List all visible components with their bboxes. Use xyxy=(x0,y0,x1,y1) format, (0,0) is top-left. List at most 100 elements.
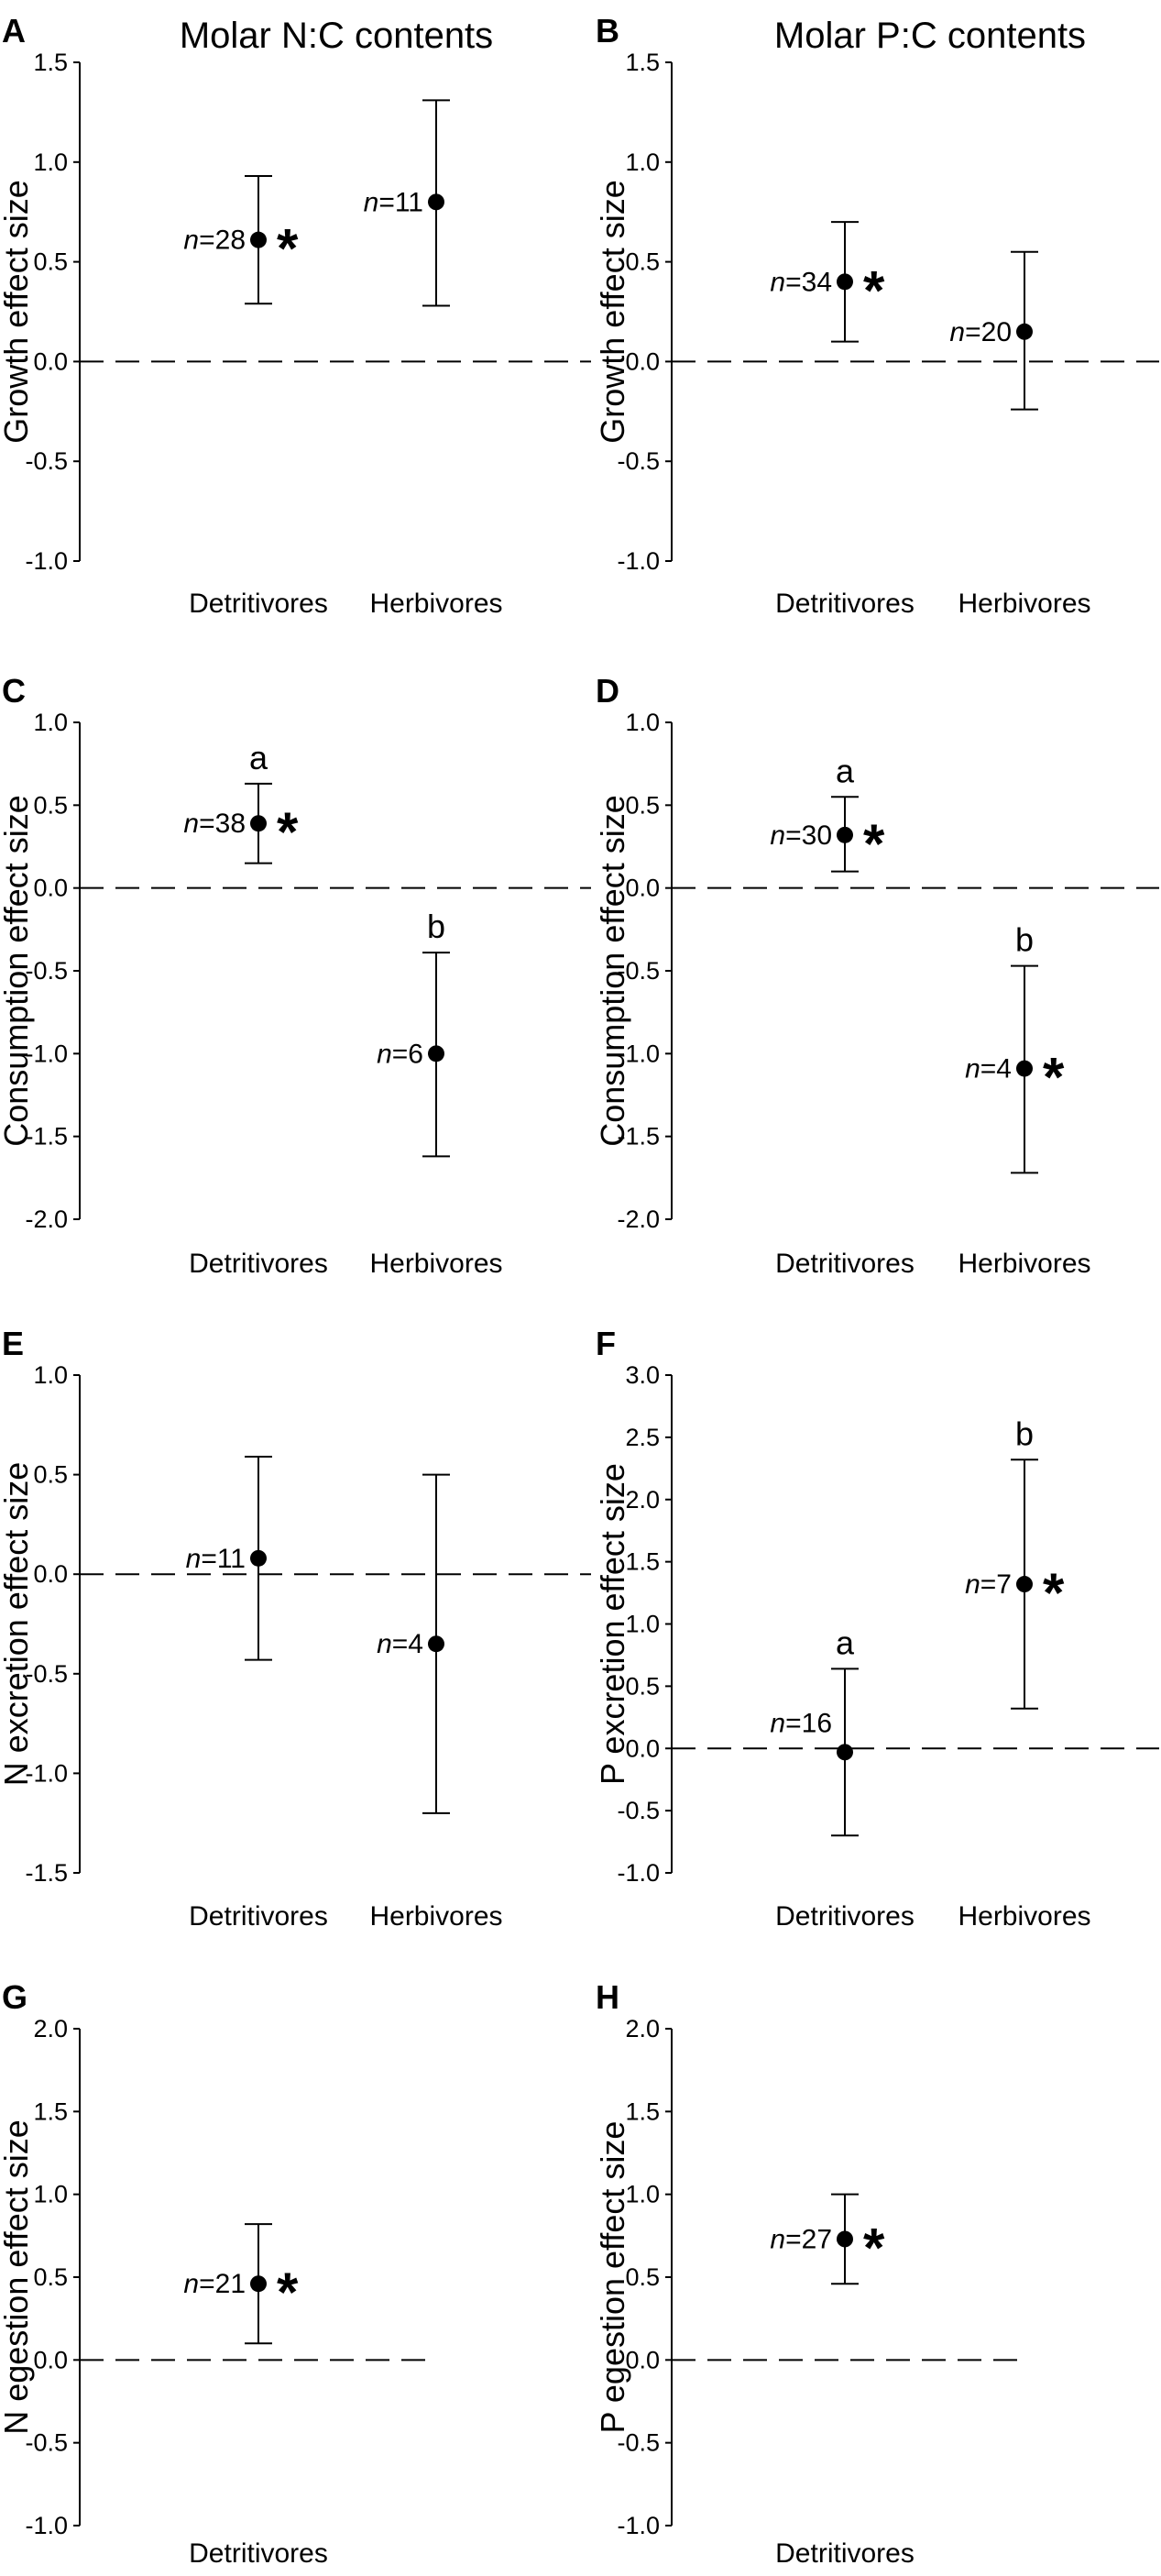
panel-c-n-label: n=6 xyxy=(377,1039,423,1069)
panel-e-label: E xyxy=(2,1325,24,1362)
panel-g-significance-star: * xyxy=(277,2262,299,2323)
panel-g-ytick-label: 2.0 xyxy=(33,2015,68,2042)
panel-e-ytick-label: -1.0 xyxy=(25,1759,68,1787)
panel-c-ylabel: Consumption effect size xyxy=(0,795,35,1147)
panel-f-group-letter: a xyxy=(836,1624,855,1661)
panel-a-ytick-label: -0.5 xyxy=(25,447,68,475)
panel-c-ytick-label: 0.5 xyxy=(33,791,68,819)
panel-b-n-label: n=20 xyxy=(949,317,1012,347)
panel-c-category-label: Detritivores xyxy=(189,1249,328,1279)
panel-g-ytick-label: -0.5 xyxy=(25,2429,68,2457)
panel-d-category-label: Detritivores xyxy=(775,1249,915,1279)
panel-b-ytick-label: -0.5 xyxy=(617,447,660,475)
panel-f-ytick-label: 3.0 xyxy=(625,1361,660,1389)
panel-a-category-label: Detritivores xyxy=(189,589,328,619)
panel-h-category-label: Detritivores xyxy=(775,2538,915,2569)
panel-d-mean-point xyxy=(1016,1060,1033,1077)
panel-d-ytick-label: 1.0 xyxy=(625,709,660,736)
panel-b-category-label: Detritivores xyxy=(775,589,915,619)
panel-e-ytick-label: 1.0 xyxy=(33,1361,68,1389)
panel-h-mean-point xyxy=(837,2230,853,2248)
panel-f-mean-point xyxy=(1016,1576,1033,1593)
panel-h-ytick-label: -0.5 xyxy=(617,2429,660,2457)
panel-d-ytick-label: -1.0 xyxy=(617,1040,660,1067)
panel-b-ytick-label: -1.0 xyxy=(617,547,660,575)
panel-e-n-label: n=4 xyxy=(377,1629,423,1659)
panel-a-ylabel: Growth effect size xyxy=(0,180,35,443)
panel-f-mean-point xyxy=(837,1744,853,1761)
panel-d-significance-star: * xyxy=(863,813,885,875)
panel-a-mean-point xyxy=(428,193,444,211)
panel-g-ylabel: N egestion effect size xyxy=(0,2119,35,2435)
panel-a-label: A xyxy=(2,12,26,50)
panel-a-ytick-label: 1.5 xyxy=(33,49,68,76)
panel-d-label: D xyxy=(596,672,619,710)
panel-e-n-label: n=11 xyxy=(186,1544,246,1574)
panel-f-ytick-label: 0.0 xyxy=(625,1734,660,1762)
panel-c-mean-point xyxy=(250,815,267,832)
panel-d-category-label: Herbivores xyxy=(958,1249,1090,1279)
panel-b-label: B xyxy=(596,12,619,50)
panel-b-ytick-label: 0.5 xyxy=(625,248,660,276)
panel-h-significance-star: * xyxy=(863,2217,885,2278)
panel-d-ytick-label: 0.5 xyxy=(625,791,660,819)
panel-d-ytick-label: -0.5 xyxy=(617,957,660,985)
panel-a-ytick-label: 0.0 xyxy=(33,347,68,375)
panel-e-mean-point xyxy=(428,1635,444,1653)
panel-f-n-label: n=7 xyxy=(965,1569,1012,1600)
panel-c-ytick-label: 1.0 xyxy=(33,709,68,736)
panel-c-ytick-label: -1.5 xyxy=(25,1123,68,1150)
panels-container: A 1.5 1.0 0.5 0.0 -0.5 -1.0 Growth effect size D… xyxy=(0,12,1159,2569)
panel-b-ylabel: Growth effect size xyxy=(594,180,631,443)
panel-e-ylabel: N excretion effect size xyxy=(0,1462,35,1787)
panel-b-ytick-label: 1.5 xyxy=(625,49,660,76)
panel-c-group-letter: b xyxy=(427,908,445,945)
panel-d-ytick-label: -2.0 xyxy=(617,1205,660,1233)
panel-a-mean-point xyxy=(250,231,267,248)
panel-h-ytick-label: -1.0 xyxy=(617,2512,660,2539)
panel-a-category-label: Herbivores xyxy=(369,589,502,619)
panel-e-ytick-label: 0.5 xyxy=(33,1461,68,1489)
panel-g-ytick-label: 1.0 xyxy=(33,2181,68,2208)
panel-f-ytick-label: -0.5 xyxy=(617,1797,660,1824)
panel-e-ytick-label: -1.5 xyxy=(25,1859,68,1887)
panel-a-n-label: n=11 xyxy=(364,187,423,217)
panel-b-ytick-label: 1.0 xyxy=(625,149,660,176)
panel-f-group-letter: b xyxy=(1015,1415,1034,1452)
panel-c-ytick-label: -0.5 xyxy=(25,957,68,985)
panel-g-ytick-label: -1.0 xyxy=(25,2512,68,2539)
panel-e-ytick-label: -0.5 xyxy=(25,1660,68,1688)
panel-d-ytick-label: -1.5 xyxy=(617,1123,660,1150)
panel-e-category-label: Detritivores xyxy=(189,1901,328,1932)
panel-b-mean-point xyxy=(1016,323,1033,340)
panel-a-n-label: n=28 xyxy=(183,226,246,256)
panel-d-group-letter: b xyxy=(1015,921,1034,959)
panel-f-ytick-label: 2.5 xyxy=(625,1424,660,1451)
panel-g-label: G xyxy=(2,1978,27,2016)
panel-f-category-label: Herbivores xyxy=(958,1901,1090,1932)
panel-c-n-label: n=38 xyxy=(183,809,246,839)
panel-a-ytick-label: 0.5 xyxy=(33,248,68,276)
panel-g-category-label: Detritivores xyxy=(189,2538,328,2569)
panel-h-ytick-label: 0.0 xyxy=(625,2346,660,2373)
panel-g-ytick-label: 0.0 xyxy=(33,2346,68,2373)
panel-f-ytick-label: 0.5 xyxy=(625,1672,660,1700)
panel-a-ytick-label: 1.0 xyxy=(33,149,68,176)
panel-f-ytick-label: 1.5 xyxy=(625,1548,660,1576)
panel-d-n-label: n=30 xyxy=(770,820,832,851)
column-title-nc: Molar N:C contents xyxy=(180,16,493,56)
panel-d-n-label: n=4 xyxy=(965,1054,1012,1084)
panel-a-significance-star: * xyxy=(277,218,299,280)
panel-c-category-label: Herbivores xyxy=(369,1249,502,1279)
panel-h-ylabel: P egestion effect size xyxy=(594,2121,631,2434)
panel-f-ytick-label: -1.0 xyxy=(617,1859,660,1887)
panel-f-ytick-label: 1.0 xyxy=(625,1611,660,1638)
panel-c-group-letter: a xyxy=(249,739,268,776)
panel-c-ytick-label: -1.0 xyxy=(25,1040,68,1067)
panel-h-ytick-label: 2.0 xyxy=(625,2015,660,2042)
panel-g-mean-point xyxy=(250,2275,267,2293)
panel-c-ytick-label: 0.0 xyxy=(33,875,68,902)
panel-a-ytick-label: -1.0 xyxy=(25,547,68,575)
panel-h-ytick-label: 0.5 xyxy=(625,2263,660,2291)
